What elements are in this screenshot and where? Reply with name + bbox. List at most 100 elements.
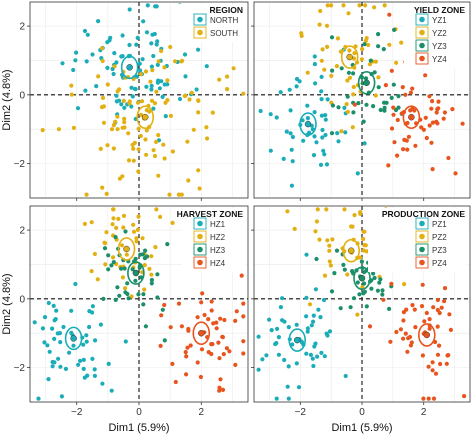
point-north bbox=[155, 39, 160, 44]
point-north bbox=[194, 87, 199, 92]
point-hz4 bbox=[234, 309, 239, 314]
point-north bbox=[133, 87, 138, 92]
point-yz4 bbox=[434, 119, 439, 124]
point-south bbox=[122, 116, 127, 121]
point-hz4 bbox=[218, 377, 223, 382]
point-pz1 bbox=[304, 314, 309, 319]
point-hz2 bbox=[120, 275, 125, 280]
point-hz2 bbox=[124, 252, 129, 257]
point-north bbox=[71, 67, 76, 73]
point-south bbox=[144, 152, 149, 157]
confidence-ellipse-yz3 bbox=[357, 71, 376, 95]
point-south bbox=[231, 66, 236, 71]
point-pz1 bbox=[260, 357, 265, 362]
legend-key-north bbox=[197, 16, 203, 23]
point-south bbox=[109, 127, 115, 132]
point-south bbox=[189, 90, 194, 95]
point-yz3 bbox=[330, 68, 335, 73]
point-pz4 bbox=[409, 340, 414, 345]
point-yz1 bbox=[289, 147, 294, 152]
point-hz4 bbox=[168, 325, 173, 330]
point-north bbox=[130, 94, 135, 99]
point-hz4 bbox=[214, 326, 219, 331]
point-yz1 bbox=[313, 81, 318, 86]
point-hz1 bbox=[40, 326, 46, 331]
point-hz4 bbox=[221, 352, 226, 357]
point-hz1 bbox=[42, 315, 48, 320]
point-hz3 bbox=[133, 278, 138, 283]
point-pz2 bbox=[317, 237, 322, 242]
point-pz1 bbox=[290, 342, 295, 347]
legend-title: YIELD ZONE bbox=[414, 5, 465, 15]
point-north bbox=[144, 30, 150, 35]
point-yz3 bbox=[362, 42, 367, 47]
point-pz4 bbox=[444, 361, 449, 366]
point-hz4 bbox=[195, 360, 200, 365]
point-pz4 bbox=[367, 324, 373, 329]
x-tick-label: 2 bbox=[421, 407, 427, 418]
point-hz1 bbox=[61, 324, 66, 330]
point-hz1 bbox=[92, 367, 97, 372]
point-south bbox=[120, 125, 125, 130]
point-hz4 bbox=[185, 345, 190, 350]
point-pz1 bbox=[274, 396, 279, 401]
point-hz2 bbox=[147, 266, 152, 271]
point-south bbox=[167, 192, 172, 197]
point-south bbox=[150, 68, 155, 73]
y-tick-label: −2 bbox=[14, 363, 26, 374]
point-north bbox=[154, 42, 159, 47]
point-north bbox=[160, 94, 165, 99]
centroid-yz2 bbox=[346, 53, 353, 61]
point-hz2 bbox=[131, 222, 136, 227]
point-yz2 bbox=[317, 22, 322, 27]
point-yz4 bbox=[429, 106, 434, 111]
y-tick-label: 0 bbox=[19, 90, 25, 101]
point-yz2 bbox=[325, 44, 330, 50]
point-north bbox=[120, 33, 125, 38]
point-hz2 bbox=[158, 214, 163, 219]
point-hz1 bbox=[69, 308, 74, 313]
point-yz1 bbox=[281, 156, 286, 161]
point-north bbox=[114, 93, 119, 98]
point-hz3 bbox=[125, 281, 130, 286]
point-pz3 bbox=[377, 280, 382, 285]
point-yz2 bbox=[339, 129, 344, 134]
point-yz3 bbox=[329, 35, 335, 40]
point-north bbox=[165, 82, 170, 87]
point-pz3 bbox=[314, 256, 319, 262]
point-pz4 bbox=[433, 371, 439, 376]
point-hz4 bbox=[227, 349, 232, 354]
point-yz1 bbox=[311, 153, 317, 158]
point-pz4 bbox=[410, 303, 415, 308]
point-south bbox=[71, 125, 76, 130]
point-yz4 bbox=[405, 147, 410, 152]
point-yz2 bbox=[394, 60, 399, 65]
point-hz2 bbox=[123, 286, 128, 291]
point-hz2 bbox=[134, 239, 139, 244]
point-hz2 bbox=[170, 220, 175, 225]
point-pz1 bbox=[319, 350, 324, 355]
point-pz1 bbox=[286, 325, 291, 330]
point-hz1 bbox=[81, 357, 86, 362]
point-pz3 bbox=[342, 267, 347, 272]
point-south bbox=[217, 77, 222, 82]
point-south bbox=[104, 191, 109, 196]
point-south bbox=[131, 158, 136, 163]
point-yz1 bbox=[297, 79, 302, 84]
point-south bbox=[196, 168, 201, 173]
point-pz1 bbox=[313, 287, 318, 292]
point-yz4 bbox=[442, 110, 447, 115]
point-south bbox=[69, 92, 74, 97]
point-south bbox=[156, 133, 161, 138]
point-yz4 bbox=[430, 120, 435, 125]
point-north bbox=[120, 54, 125, 59]
confidence-ellipse-pz4 bbox=[417, 323, 436, 347]
point-pz1 bbox=[322, 354, 327, 359]
point-hz1 bbox=[90, 304, 95, 309]
point-north bbox=[155, 62, 160, 67]
point-pz4 bbox=[406, 336, 411, 341]
